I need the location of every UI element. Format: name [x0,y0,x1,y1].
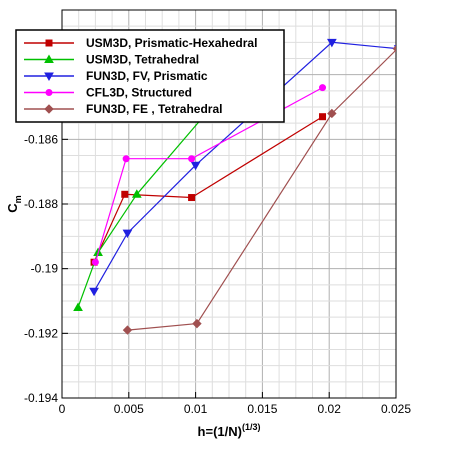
series-3 [89,38,396,297]
point-marker-triangle-down [89,287,99,297]
point-marker-circle [188,155,196,163]
point-marker-circle [91,258,99,266]
x-axis-title: h=(1/N)(1/3) [198,422,261,439]
point-marker-triangle-down [122,229,133,239]
series-layer [73,38,396,335]
legend-item: FUN3D, FE , Tetrahedral [24,102,222,116]
y-axis-title-sub: m [13,195,23,203]
point-marker-circle [122,155,130,163]
point-marker-triangle-up [44,54,54,63]
y-tick-label: -0.19 [31,262,59,276]
y-axis-title-main: C [5,203,20,213]
x-tick-label: 0.02 [318,402,342,416]
series-line [127,49,396,331]
point-marker-triangle-down [190,161,201,171]
legend-item: FUN3D, FV, Prismatic [24,69,208,83]
point-marker-square [45,39,53,47]
point-marker-triangle-up [73,302,83,311]
x-tick-label: 0 [59,402,66,416]
point-marker-triangle-up [131,189,142,198]
x-axis-title-sup: (1/3) [242,422,261,432]
legend-item: USM3D, Prismatic-Hexahedral [24,36,257,50]
point-marker-square [121,190,129,198]
point-marker-circle [45,89,53,96]
point-marker-diamond [44,104,54,114]
x-tick-label: 0.025 [381,402,411,416]
point-marker-diamond [327,108,337,119]
x-tick-label: 0.015 [247,402,277,416]
legend-label: USM3D, Tetrahedral [86,53,199,67]
point-marker-square [319,113,327,121]
point-marker-triangle-down [327,38,337,48]
series-4 [91,84,327,266]
point-marker-triangle-down [44,72,54,82]
y-tick-label: -0.186 [24,132,58,146]
legend-label: FUN3D, FE , Tetrahedral [86,102,222,116]
point-marker-circle [319,84,327,92]
legend-label: USM3D, Prismatic-Hexahedral [86,36,257,50]
x-tick-label: 0.01 [184,402,208,416]
series-line [77,106,213,308]
point-marker-diamond [392,45,396,53]
legend-item: CFL3D, Structured [24,86,192,100]
legend-item: USM3D, Tetrahedral [24,53,199,67]
y-axis-title: Cm [5,195,23,212]
y-tick-label: -0.194 [24,391,58,405]
legend-label: FUN3D, FV, Prismatic [86,69,208,83]
series-5 [122,45,396,335]
ticks: 0 0.005 0.01 0.015 0.02 0.025 -0.194 -0.192 -0.1… [24,68,411,416]
point-marker-diamond [122,325,133,335]
series-line [94,87,323,263]
y-tick-label: -0.188 [24,197,58,211]
legend: USM3D, Prismatic-Hexahedral USM3D, Tetrah… [15,29,285,123]
legend-label: CFL3D, Structured [86,86,192,100]
series-line [93,116,323,263]
point-marker-square [188,194,196,202]
x-tick-label: 0.005 [114,402,144,416]
point-marker-diamond [192,318,202,329]
x-axis-title-main: h=(1/N) [198,424,242,439]
y-tick-label: -0.192 [24,326,58,340]
